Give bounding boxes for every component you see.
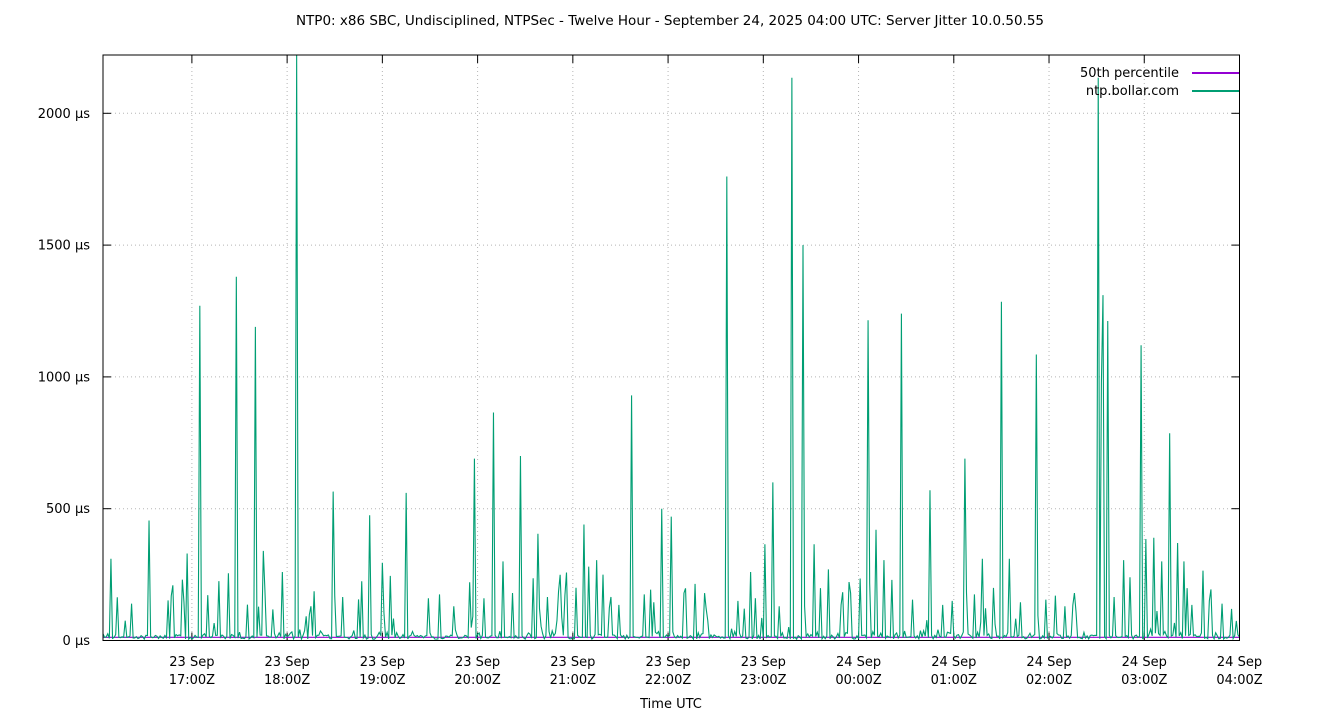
x-tick-label-date: 24 Sep: [931, 655, 976, 670]
plot-border: [102, 54, 1240, 641]
legend-item-ntp-bollar-com: ntp.bollar.com: [1080, 82, 1239, 100]
x-tick-label-date: 24 Sep: [1122, 655, 1167, 670]
x-tick-label-time: 01:00Z: [931, 673, 977, 688]
x-tick-label-date: 23 Sep: [741, 655, 786, 670]
legend-line-sample-teal: [1192, 90, 1239, 92]
y-tick-label: 1500 µs: [38, 239, 90, 254]
x-tick-label-time: 18:00Z: [264, 673, 310, 688]
x-tick-label-date: 23 Sep: [645, 655, 690, 670]
x-tick-label-date: 24 Sep: [1217, 655, 1262, 670]
x-tick-label-time: 17:00Z: [169, 673, 215, 688]
x-tick-label-time: 04:00Z: [1216, 673, 1262, 688]
y-tick-label: 1000 µs: [38, 370, 90, 385]
x-tick-label-date: 23 Sep: [550, 655, 595, 670]
legend-label: ntp.bollar.com: [1085, 83, 1179, 99]
legend-item-50th-percentile: 50th percentile: [1080, 64, 1239, 82]
y-tick-label: 2000 µs: [38, 107, 90, 122]
x-tick-label-time: 03:00Z: [1121, 673, 1167, 688]
x-tick-label-date: 23 Sep: [169, 655, 214, 670]
x-tick-label-date: 23 Sep: [455, 655, 500, 670]
legend: 50th percentile ntp.bollar.com: [1080, 64, 1239, 100]
x-tick-label-date: 24 Sep: [836, 655, 881, 670]
x-tick-label-time: 00:00Z: [835, 673, 881, 688]
x-tick-label-time: 22:00Z: [645, 673, 691, 688]
chart-title: NTP0: x86 SBC, Undisciplined, NTPSec - T…: [295, 13, 1045, 29]
x-tick-label-time: 20:00Z: [454, 673, 500, 688]
x-axis-title: Time UTC: [640, 697, 702, 712]
y-tick-label: 0 µs: [63, 634, 91, 649]
y-tick-label: 500 µs: [46, 502, 90, 517]
x-tick-label-date: 24 Sep: [1026, 655, 1071, 670]
x-tick-label-time: 23:00Z: [740, 673, 786, 688]
x-tick-label-time: 19:00Z: [359, 673, 405, 688]
x-tick-label-date: 23 Sep: [265, 655, 310, 670]
x-tick-label-time: 21:00Z: [550, 673, 596, 688]
x-tick-label-date: 23 Sep: [360, 655, 405, 670]
series-line-ntp-bollar-com: [102, 54, 1240, 642]
legend-label: 50th percentile: [1079, 65, 1179, 81]
x-tick-label-time: 02:00Z: [1026, 673, 1072, 688]
legend-line-sample-purple: [1192, 72, 1239, 74]
